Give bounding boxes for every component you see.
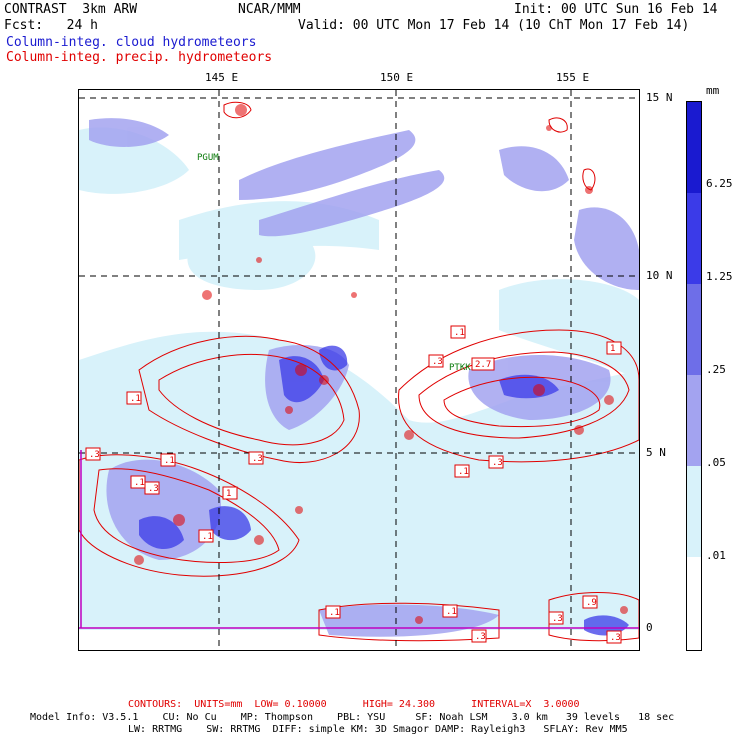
contour-label: 1 — [610, 344, 615, 354]
contour-label: 1 — [226, 489, 231, 499]
contour-label: .1 — [202, 532, 213, 542]
title-org: NCAR/MMM — [238, 2, 301, 17]
contour-label: .3 — [148, 484, 159, 494]
lat-label-0: 0 — [646, 621, 653, 634]
colorbar-swatch — [687, 193, 701, 284]
colorbar-label: 6.25 — [706, 177, 733, 190]
contour-label: .3 — [610, 633, 621, 643]
contour-label: .3 — [432, 357, 443, 367]
contour-label: .3 — [492, 458, 503, 468]
map-plot: PGUM PTKK .1 .3 1 2.7 .1 .3 .1 .3 .1 .3 … — [79, 90, 639, 650]
lon-label-155: 155 E — [556, 71, 590, 84]
colorbar — [686, 101, 702, 651]
station-pgum: PGUM — [197, 153, 219, 163]
title-forecast: Fcst: 24 h — [4, 18, 98, 33]
colorbar-label: .05 — [706, 456, 726, 469]
lon-label-150: 150 E — [380, 71, 414, 84]
map-panel[interactable]: PGUM PTKK .1 .3 1 2.7 .1 .3 .1 .3 .1 .3 … — [78, 89, 640, 651]
footer-model-info-1: Model Info: V3.5.1 CU: No Cu MP: Thompso… — [30, 712, 675, 723]
contour-label: .3 — [552, 614, 563, 624]
contour-label: .1 — [329, 608, 340, 618]
colorbar-swatch — [687, 284, 701, 375]
title-valid: Valid: 00 UTC Mon 17 Feb 14 (10 ChT Mon … — [298, 18, 690, 33]
precip-cores — [134, 104, 628, 624]
field-precip-label: Column-integ. precip. hydrometeors — [6, 50, 273, 65]
colorbar-label: .01 — [706, 549, 726, 562]
contour-label: .3 — [89, 450, 100, 460]
contour-label: 2.7 — [475, 360, 491, 370]
colorbar-swatch — [687, 466, 701, 557]
colorbar-swatch — [687, 375, 701, 466]
contour-label: .1 — [164, 456, 175, 466]
colorbar-swatch — [687, 557, 701, 650]
lat-label-5n: 5 N — [646, 446, 666, 459]
colorbar-label: 1.25 — [706, 270, 733, 283]
station-ptkk: PTKK — [449, 363, 471, 373]
lat-label-10n: 10 N — [646, 269, 673, 282]
contour-label: .3 — [475, 632, 486, 642]
contour-label: .1 — [454, 328, 465, 338]
footer-contours: CONTOURS: UNITS=mm LOW= 0.10000 HIGH= 24… — [128, 699, 580, 710]
title-init: Init: 00 UTC Sun 16 Feb 14 — [514, 2, 718, 17]
contour-label: .1 — [458, 467, 469, 477]
equator-line — [79, 450, 639, 629]
contour-label: .9 — [586, 598, 597, 608]
footer-model-info-2: LW: RRTMG SW: RRTMG DIFF: simple KM: 3D … — [128, 724, 628, 735]
lon-label-145: 145 E — [205, 71, 239, 84]
contour-label: .1 — [134, 478, 145, 488]
contour-label: .1 — [446, 607, 457, 617]
contour-label-group: .1 .3 1 2.7 .1 .3 .1 .3 .1 .3 1 .1 .3 — [85, 325, 622, 644]
title-model: CONTRAST 3km ARW — [4, 2, 138, 17]
lat-label-15n: 15 N — [646, 91, 673, 104]
colorbar-label: .25 — [706, 363, 726, 376]
field-cloud-label: Column-integ. cloud hydrometeors — [6, 35, 257, 50]
colorbar-swatch — [687, 102, 701, 193]
contour-label: .3 — [252, 454, 263, 464]
colorbar-unit: mm — [706, 84, 720, 97]
precip-contours — [79, 101, 639, 642]
lat-lon-grid — [79, 90, 639, 650]
contour-label: .1 — [130, 394, 141, 404]
